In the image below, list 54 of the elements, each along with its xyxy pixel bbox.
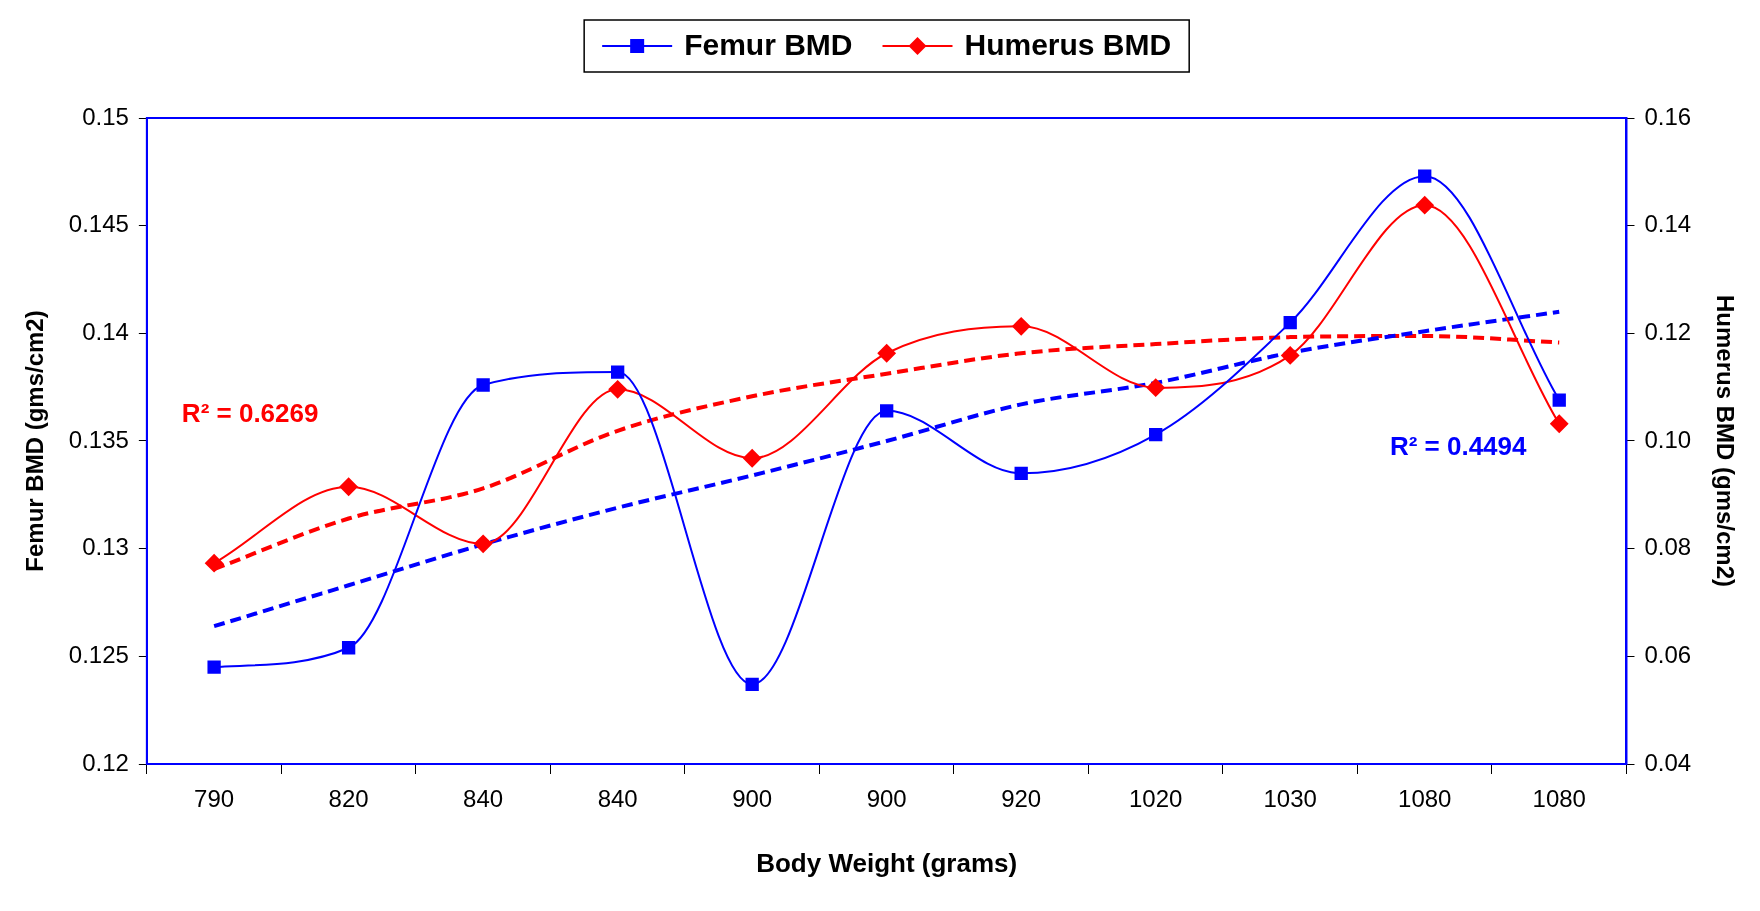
x-tick-label: 790 [194, 785, 235, 813]
x-tick-label: 920 [1001, 785, 1042, 813]
y2-tick-label: 0.10 [1644, 425, 1692, 453]
y2-tick-label: 0.08 [1644, 533, 1692, 561]
x-tick-label: 840 [597, 785, 638, 813]
x-tick-label: 1080 [1532, 785, 1586, 813]
point [610, 365, 625, 379]
point [1415, 196, 1434, 215]
x-axis-title: Body Weight (grams) [756, 847, 1018, 878]
y-tick-label: 0.13 [82, 533, 129, 561]
point [1283, 315, 1297, 330]
point [205, 554, 224, 573]
point [743, 449, 762, 468]
y2-tick-label: 0.12 [1644, 317, 1692, 345]
y-tick-label: 0.145 [68, 210, 129, 238]
point [1281, 346, 1300, 365]
point [339, 477, 358, 496]
point [476, 378, 490, 392]
point [877, 344, 896, 363]
point [880, 404, 894, 418]
x-tick-label: 1080 [1398, 785, 1452, 813]
point [474, 534, 493, 553]
annotation: R² = 0.6269 [181, 398, 319, 429]
x-tick-label: 1020 [1129, 785, 1183, 813]
point [1012, 317, 1031, 336]
legend-label: Humerus BMD [964, 28, 1172, 62]
y-tick-label: 0.12 [82, 748, 129, 776]
y-tick-label: 0.15 [82, 102, 129, 130]
point [1146, 378, 1165, 397]
x-tick-label: 840 [463, 785, 504, 813]
annotation: R² = 0.4494 [1389, 430, 1528, 461]
y2-tick-label: 0.16 [1644, 102, 1692, 130]
y2-axis-title: Humerus BMD (gms/cm2) [1711, 294, 1739, 588]
y2-tick-label: 0.04 [1644, 748, 1692, 776]
point [341, 641, 356, 655]
point [1014, 466, 1028, 480]
y-tick-label: 0.125 [68, 640, 129, 668]
point [745, 677, 759, 691]
point [1418, 169, 1432, 183]
point [1149, 427, 1163, 442]
legend-label: Femur BMD [684, 28, 853, 62]
x-tick-label: 1030 [1263, 785, 1317, 813]
point [608, 380, 627, 399]
x-tick-label: 900 [732, 785, 773, 813]
point [1552, 393, 1566, 407]
point [207, 660, 221, 674]
point [1550, 414, 1569, 433]
y2-tick-label: 0.06 [1644, 640, 1692, 668]
y-axis-title: Femur BMD (gms/cm2) [21, 310, 49, 572]
y-tick-label: 0.14 [82, 317, 129, 345]
x-tick-label: 900 [866, 785, 907, 813]
y-tick-label: 0.135 [68, 425, 129, 453]
x-tick-label: 820 [328, 785, 369, 813]
y2-tick-label: 0.14 [1644, 210, 1692, 238]
